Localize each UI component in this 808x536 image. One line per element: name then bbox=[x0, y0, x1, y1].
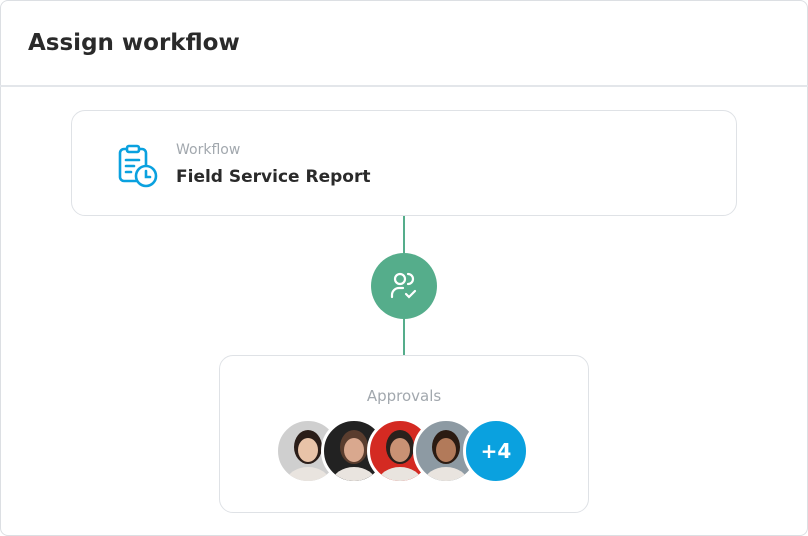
page-title: Assign workflow bbox=[28, 30, 240, 56]
workflow-name: Field Service Report bbox=[176, 167, 371, 187]
user-check-icon bbox=[390, 272, 417, 299]
workflow-card[interactable]: Workflow Field Service Report bbox=[71, 110, 737, 216]
workflow-label: Workflow bbox=[176, 142, 241, 158]
connector-line bbox=[403, 216, 405, 254]
approvals-card[interactable]: Approvals +4 bbox=[219, 355, 589, 513]
approval-step-node[interactable] bbox=[371, 253, 437, 319]
clipboard-clock-icon bbox=[118, 144, 158, 188]
connector-line bbox=[403, 318, 405, 355]
approvals-label: Approvals bbox=[366, 387, 442, 405]
more-approvers-badge[interactable]: +4 bbox=[463, 418, 529, 484]
panel-header: Assign workflow bbox=[0, 0, 808, 87]
